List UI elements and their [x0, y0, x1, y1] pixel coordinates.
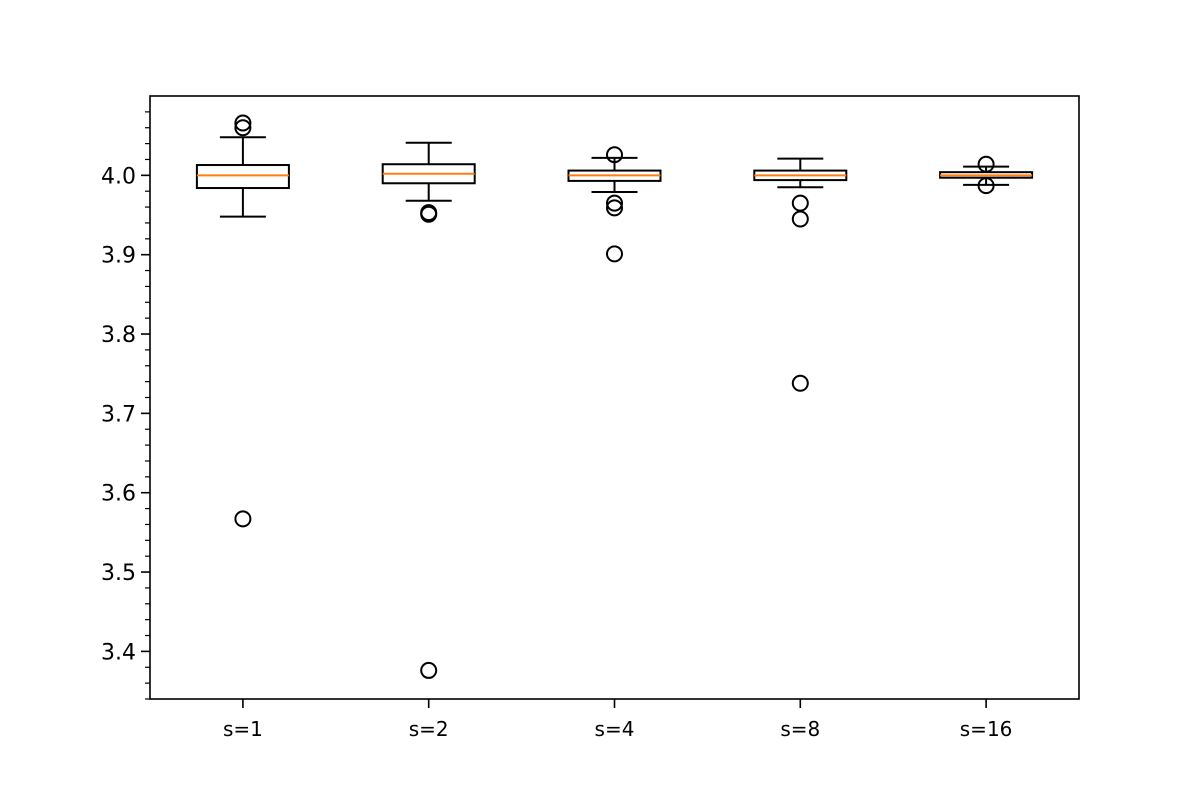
y-tick-label: 3.7	[101, 402, 136, 427]
outlier-point	[791, 194, 809, 212]
y-tick-label: 4.0	[101, 164, 136, 189]
x-axis-ticks	[242, 699, 987, 708]
outlier-point	[420, 205, 438, 223]
outlier-point	[234, 510, 252, 528]
outlier-point	[606, 194, 623, 212]
y-tick-label: 3.4	[101, 640, 136, 665]
box-s=2	[381, 141, 476, 679]
box-s=8	[753, 157, 848, 392]
box-s=4	[567, 146, 662, 263]
outlier-point	[420, 661, 438, 679]
x-axis-tick-labels: s=1 s=2 s=4 s=8 s=16	[223, 717, 1012, 741]
x-tick-label: s=2	[409, 717, 449, 741]
y-axis-tick-labels: 3.4 3.5 3.6 3.7 3.8 3.9 4.0	[101, 164, 136, 665]
iqr-box	[195, 164, 290, 190]
y-tick-label: 3.5	[101, 561, 136, 586]
x-tick-label: s=1	[223, 717, 263, 741]
outlier-point	[606, 199, 623, 217]
y-tick-label: 3.8	[101, 323, 136, 348]
outlier-point	[977, 177, 995, 195]
outlier-point	[791, 210, 809, 228]
outlier-point	[791, 374, 809, 392]
y-tick-label: 3.9	[101, 244, 136, 269]
outlier-point	[606, 146, 623, 164]
outlier-point	[606, 245, 623, 263]
x-tick-label: s=16	[960, 717, 1013, 741]
box-s=1	[195, 114, 290, 528]
y-tick-label: 3.6	[101, 482, 136, 507]
box-series	[195, 114, 1034, 679]
box-s=16	[939, 155, 1034, 195]
x-tick-label: s=4	[595, 717, 635, 741]
outlier-point	[234, 119, 252, 137]
outlier-point	[234, 114, 252, 132]
x-tick-label: s=8	[780, 717, 820, 741]
y-axis-ticks	[141, 111, 150, 700]
axes-frame	[149, 95, 1080, 700]
outlier-point	[977, 155, 995, 173]
